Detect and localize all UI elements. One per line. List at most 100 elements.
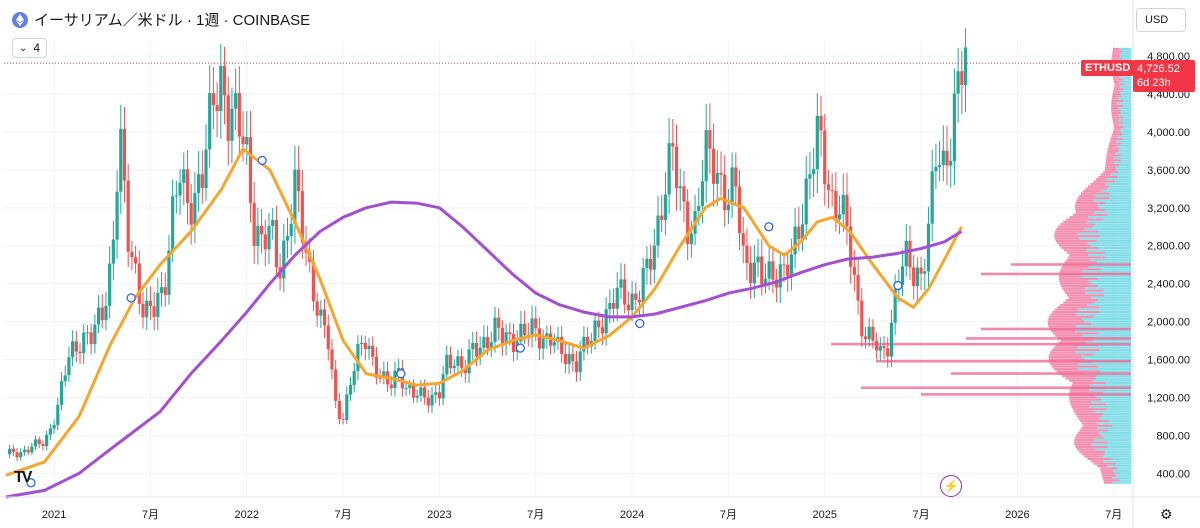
candle-body — [500, 327, 505, 344]
y-tick-label: 800.00 — [1156, 430, 1190, 442]
volume-profile-bar-down — [1100, 469, 1113, 472]
x-tick-label: 2021 — [42, 509, 66, 521]
candle-body — [289, 223, 293, 237]
volume-profile-bar-down — [966, 337, 1131, 340]
volume-profile-bar-up — [1091, 443, 1131, 446]
candle-body — [111, 239, 115, 264]
volume-profile-bar-up — [1101, 398, 1131, 401]
event-marker — [257, 155, 267, 166]
volume-profile-bar-down — [1105, 163, 1120, 167]
volume-profile-bar-down — [1065, 291, 1085, 295]
y-tick-label: 2,400.00 — [1147, 279, 1190, 291]
candle-body — [934, 166, 938, 172]
volume-profile-bar-up — [1099, 310, 1131, 314]
volume-profile-bar-up — [1105, 201, 1131, 205]
volume-profile-bar-down — [1071, 405, 1090, 408]
volume-profile-bar-up — [1077, 346, 1131, 349]
volume-profile-bar-up — [1122, 50, 1131, 53]
volume-profile-bar-down — [1057, 306, 1100, 309]
x-tick-label: 2023 — [427, 509, 451, 521]
indicators-toggle-button[interactable]: ⌄ 4 — [12, 38, 48, 58]
volume-profile-bar-up — [1115, 166, 1131, 169]
candle-body — [96, 307, 101, 325]
candle-body — [126, 180, 130, 252]
volume-profile-bar-down — [1069, 391, 1104, 394]
candle-body — [93, 324, 97, 345]
candle-body — [234, 92, 238, 109]
volume-profile-bar-down — [1111, 111, 1121, 115]
candle-body — [200, 174, 204, 188]
volume-profile-bar-up — [1099, 348, 1131, 352]
volume-profile-bar-up — [1094, 223, 1131, 226]
volume-profile-bar-down — [1069, 216, 1089, 219]
candle-body — [145, 300, 149, 318]
volume-profile-bar-up — [1122, 95, 1131, 98]
volume-profile-bar-up — [1105, 450, 1131, 453]
volume-profile-bar-down — [1111, 114, 1119, 117]
volume-profile-bar-down — [1058, 275, 1082, 278]
candle-body — [426, 397, 430, 406]
currency-button[interactable]: USD — [1136, 8, 1186, 32]
candle-body — [937, 165, 942, 167]
volume-profile-bar-down — [1109, 140, 1117, 143]
volume-profile-bar-down — [1061, 246, 1098, 250]
volume-profile-bar-down — [1077, 431, 1099, 435]
candle-body — [586, 336, 590, 347]
volume-profile-bar-up — [1121, 57, 1131, 60]
candle-body — [315, 301, 319, 316]
volume-profile-bar-down — [1057, 242, 1088, 245]
event-marker — [764, 222, 774, 232]
tradingview-logo[interactable]: TV — [14, 469, 33, 486]
volume-profile-bar-up — [1117, 467, 1131, 470]
candle-body — [945, 150, 949, 166]
candle-body — [760, 256, 764, 285]
volume-profile-bar-down — [1111, 107, 1119, 110]
volume-profile-bar-down — [1112, 92, 1121, 96]
candle-body — [837, 214, 842, 220]
lightning-icon[interactable]: ⚡ — [940, 475, 962, 497]
candle-body — [74, 341, 78, 352]
volume-profile-bar-up — [1085, 287, 1131, 290]
volume-profile-bar-down — [1066, 294, 1105, 297]
volume-profile-bar-down — [1062, 374, 1097, 378]
candle-body — [771, 261, 775, 280]
candle-body — [478, 347, 482, 357]
volume-profile-bar-up — [1090, 296, 1131, 299]
volume-profile-bar-down — [1063, 289, 1104, 292]
candle-body — [567, 354, 571, 364]
candle-body — [159, 287, 164, 294]
candle-body — [171, 196, 175, 251]
candle-body — [274, 219, 278, 268]
candle-body — [460, 356, 464, 368]
gear-icon[interactable]: ⚙ — [1160, 506, 1173, 522]
ethereum-icon — [12, 11, 28, 28]
candle-body — [467, 349, 471, 374]
candle-body — [211, 93, 216, 106]
volume-profile-bar-up — [1102, 455, 1131, 458]
candle-body — [593, 320, 597, 342]
volume-profile-bar-up — [1087, 242, 1131, 245]
volume-profile-bar-down — [1050, 351, 1076, 354]
candle-body — [104, 305, 108, 321]
volume-profile-bar-down — [1050, 363, 1078, 366]
volume-profile-bar-up — [1119, 123, 1131, 126]
volume-profile-bar-down — [1112, 52, 1121, 55]
volume-profile-bar-down — [1079, 429, 1108, 432]
volume-profile-bar-down — [1103, 171, 1118, 174]
candle-body — [215, 105, 219, 111]
volume-profile-bar-down — [1093, 180, 1116, 183]
volume-profile-bar-down — [1059, 270, 1082, 273]
volume-profile-bar-down — [1060, 303, 1088, 307]
bar-countdown: 6d 23h — [1137, 77, 1171, 89]
volume-profile-bar-up — [1090, 282, 1131, 285]
volume-profile-bar-down — [1059, 244, 1091, 247]
volume-profile-bar-down — [1083, 190, 1101, 193]
candle-body — [871, 326, 875, 341]
volume-profile-bar-up — [1116, 474, 1131, 477]
candle-body — [800, 224, 805, 239]
volume-profile-bar-up — [1123, 126, 1131, 129]
candle-body — [519, 323, 523, 342]
volume-profile-bar-up — [1112, 481, 1131, 484]
volume-profile-bar-up — [1093, 199, 1131, 202]
